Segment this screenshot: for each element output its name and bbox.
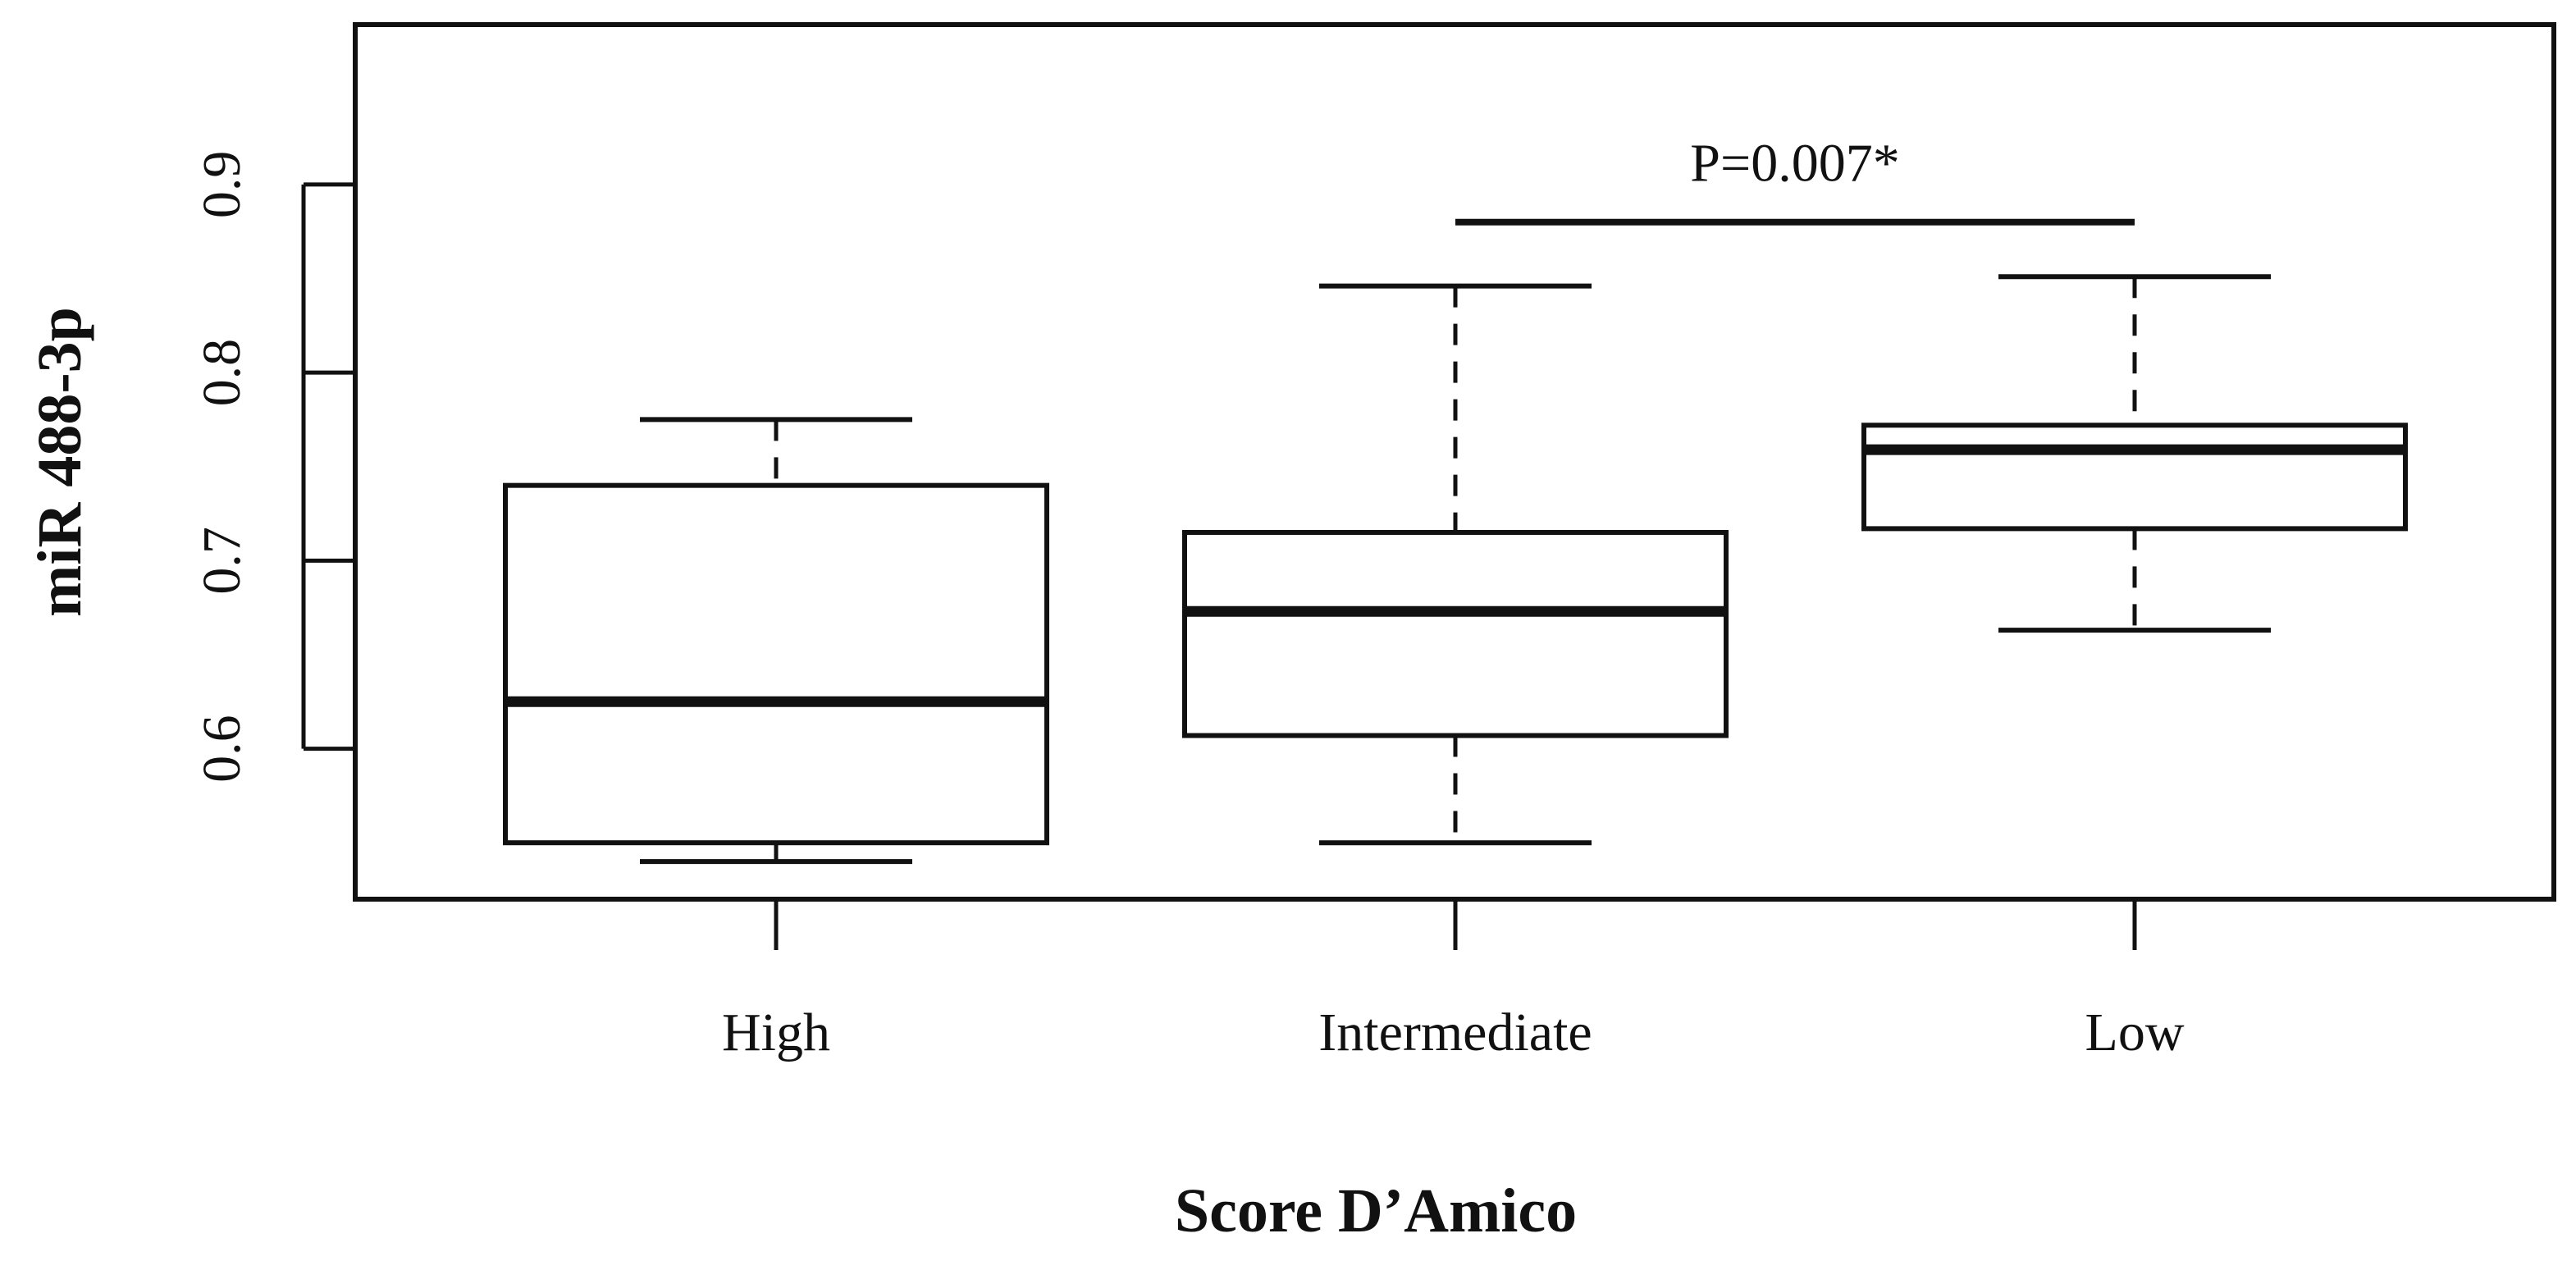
iqr-box bbox=[1861, 423, 2408, 532]
x-axis: High Intermediate Low bbox=[722, 899, 2185, 1062]
x-axis-title: Score D’Amico bbox=[1175, 1176, 1577, 1245]
box-series bbox=[503, 274, 2408, 865]
y-tick-label: 0.9 bbox=[192, 151, 252, 219]
y-axis: 0.6 0.7 0.8 0.9 bbox=[192, 151, 355, 783]
y-tick-label: 0.7 bbox=[192, 527, 252, 595]
iqr-box bbox=[1182, 529, 1729, 738]
y-tick-label: 0.8 bbox=[192, 339, 252, 407]
x-tick-label: Low bbox=[2085, 1003, 2185, 1062]
significance-label: P=0.007* bbox=[1690, 134, 1899, 194]
box-intermediate bbox=[1182, 283, 1729, 846]
iqr-box bbox=[503, 482, 1049, 846]
significance-annotation: P=0.007* bbox=[1455, 134, 2135, 226]
y-tick-label: 0.6 bbox=[192, 715, 252, 783]
y-axis-title: miR 488-3p bbox=[25, 307, 94, 617]
box-high bbox=[503, 417, 1049, 865]
box-low bbox=[1861, 274, 2408, 633]
x-tick-label: Intermediate bbox=[1318, 1003, 1592, 1062]
x-tick-label: High bbox=[722, 1003, 830, 1062]
